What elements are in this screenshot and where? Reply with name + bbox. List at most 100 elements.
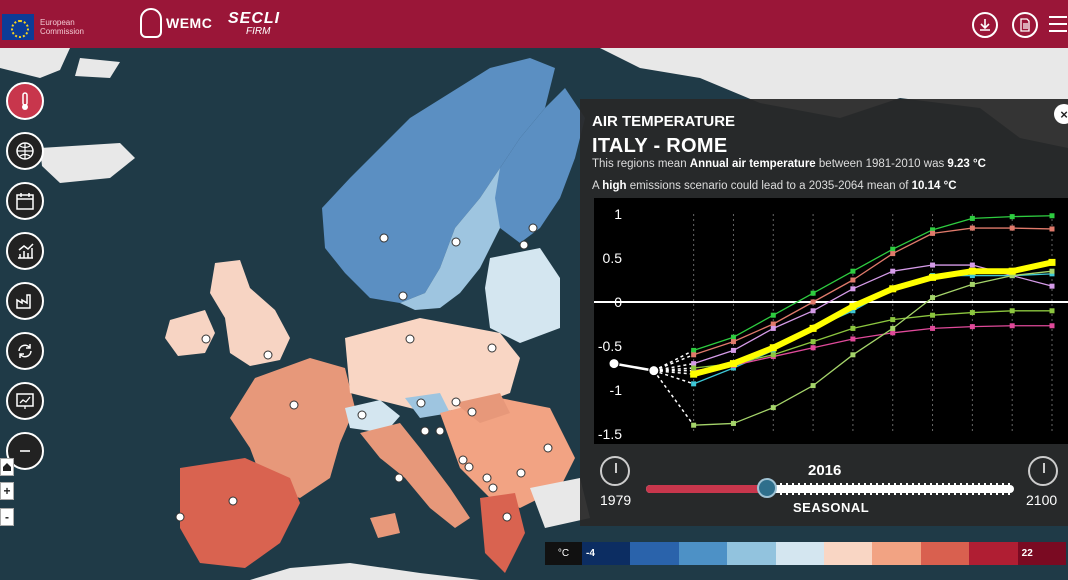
chart-y-tick-label: -1.5 <box>598 426 622 442</box>
baseline-middle: between 1981-2010 was <box>815 158 948 170</box>
document-icon <box>1020 18 1030 32</box>
scenario-bold: high <box>602 180 627 192</box>
close-panel-button[interactable]: × <box>1054 104 1068 124</box>
zoom-out-button[interactable]: - <box>0 508 14 526</box>
chart-series-point <box>929 273 937 281</box>
eu-flag-icon <box>2 14 34 40</box>
chart-series-point <box>969 262 975 268</box>
secli-label: SECLI <box>228 10 281 27</box>
secli-firm-logo[interactable]: SECLI FIRM <box>228 10 288 37</box>
minus-icon <box>20 450 30 452</box>
color-legend: °C -4 22 <box>545 542 1067 565</box>
scenario-middle: emissions scenario could lead to a 2035-… <box>626 180 912 192</box>
legend-swatch <box>678 542 728 565</box>
chart-series-point <box>930 325 936 331</box>
chart-tool[interactable] <box>6 232 44 270</box>
chart-series-point <box>770 325 776 331</box>
globe-tool[interactable] <box>6 132 44 170</box>
zoom-in-button[interactable]: + <box>0 482 14 500</box>
chart-series-point <box>890 246 896 252</box>
chart-series-point <box>691 365 697 371</box>
chart-series-point <box>850 325 856 331</box>
chart-series-point <box>850 286 856 292</box>
app-header: European Commission WEMC SECLI FIRM <box>0 0 1068 48</box>
chart-series-point <box>969 310 975 316</box>
factory-tool[interactable] <box>6 282 44 320</box>
temperature-tool[interactable] <box>6 82 44 120</box>
chart-series-point <box>1048 258 1056 266</box>
chart-series-point <box>930 262 936 268</box>
chart-series-point <box>930 227 936 233</box>
chart-series-point <box>1049 323 1055 329</box>
european-commission-logo[interactable]: European Commission <box>2 9 112 45</box>
lightbulb-icon <box>140 8 162 38</box>
chart-series-point <box>1009 308 1015 314</box>
chart-fan-line <box>653 370 695 426</box>
timeline-end-year: 2100 <box>1026 492 1058 508</box>
chart-series-point <box>930 230 936 236</box>
download-icon <box>980 19 990 31</box>
document-button[interactable] <box>1012 12 1038 38</box>
timeline-mode[interactable]: SEASONAL <box>793 500 870 515</box>
scenario-prefix: A <box>592 180 603 192</box>
baseline-bold: Annual air temperature <box>689 158 816 170</box>
chart-series-point <box>730 347 736 353</box>
chart-series-point <box>850 352 856 358</box>
chart-historical-point <box>608 358 620 370</box>
download-button[interactable] <box>972 12 998 38</box>
chart-series-point <box>890 330 896 336</box>
chart-series-point <box>1009 323 1015 329</box>
chart-series-point <box>730 365 736 371</box>
chart-series-point <box>691 352 697 358</box>
chart-series-point <box>1008 267 1016 275</box>
chart-y-tick-label: 0 <box>614 294 622 310</box>
chart-series-point <box>809 324 817 332</box>
chart-series-point <box>691 381 697 387</box>
globe-icon <box>16 142 34 160</box>
chart-y-tick-label: 1 <box>614 206 622 222</box>
chart-series-point <box>850 268 856 274</box>
secli-sub-label: FIRM <box>246 26 271 37</box>
wemc-label: WEMC <box>166 15 213 31</box>
chart-series-point <box>890 251 896 257</box>
chart-series-point <box>730 339 736 345</box>
bar-chart-icon <box>18 243 34 259</box>
baseline-value: 9.23 °C <box>947 158 986 170</box>
calendar-tool[interactable] <box>6 182 44 220</box>
chart-series-point <box>1049 226 1055 232</box>
chart-historical-line <box>613 362 655 372</box>
legend-unit: °C <box>545 542 582 565</box>
chart-series-point <box>1049 268 1055 274</box>
chart-series-point <box>969 225 975 231</box>
wemc-logo[interactable]: WEMC <box>140 8 212 38</box>
chart-series-point <box>810 383 816 389</box>
chart-series-point <box>729 360 737 368</box>
chart-series-point <box>691 361 697 367</box>
chart-series-point <box>969 281 975 287</box>
chart-fan-line <box>653 369 694 385</box>
timeline-year: 2016 <box>808 462 842 479</box>
legend-swatch <box>969 542 1018 565</box>
chart-series-point <box>810 345 816 351</box>
chart-series-line <box>693 270 1053 426</box>
timeline-progress <box>646 485 768 493</box>
eu-logo-text: European Commission <box>40 18 85 36</box>
report-tool[interactable] <box>6 382 44 420</box>
chart-series-point <box>691 347 697 353</box>
chart-series-point <box>690 370 698 378</box>
chart-series-point <box>770 405 776 411</box>
hamburger-menu-icon[interactable] <box>1049 16 1067 32</box>
timeline-slider-handle[interactable] <box>757 478 778 498</box>
chart-fan-line <box>653 354 694 372</box>
timeline-control: 2016 1979 2100 SEASONAL <box>580 448 1068 526</box>
chart-series-point <box>850 336 856 342</box>
scenario-text: A high emissions scenario could lead to … <box>592 180 957 192</box>
chart-series-point <box>1049 213 1055 219</box>
chart-series-point <box>1049 271 1055 277</box>
chart-series-point <box>810 299 816 305</box>
chart-y-tick-label: -0.5 <box>598 338 622 354</box>
home-button[interactable] <box>0 458 14 476</box>
refresh-tool[interactable] <box>6 332 44 370</box>
chart-series-line <box>693 227 1053 356</box>
chart-fan-line <box>653 367 694 372</box>
